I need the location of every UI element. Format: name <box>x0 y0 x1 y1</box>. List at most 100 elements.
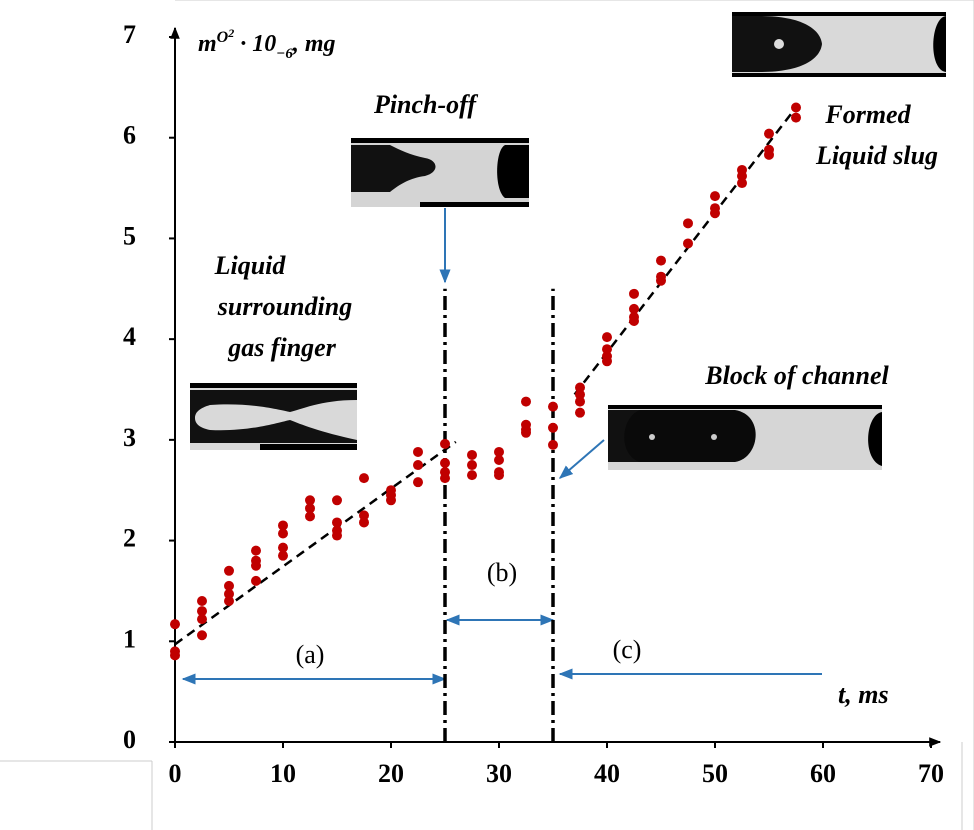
x-tick-label: 10 <box>270 759 296 788</box>
data-point <box>251 545 261 556</box>
data-point <box>359 473 369 484</box>
data-point <box>224 588 234 599</box>
annotation: (b) <box>487 558 517 587</box>
y-tick-label: 3 <box>123 423 136 452</box>
data-point <box>197 606 207 617</box>
data-point <box>467 449 477 460</box>
data-point <box>224 596 234 606</box>
y-axis-label: mO2 · 10−6, mg <box>198 26 336 63</box>
y-axis-label-part: · 10 <box>234 31 276 57</box>
data-point <box>683 218 693 229</box>
inset-image <box>351 138 529 207</box>
data-point <box>737 178 747 189</box>
data-point <box>602 332 612 343</box>
data-point <box>629 288 639 299</box>
y-axis-label-part: 2 <box>227 26 234 40</box>
y-tick-label: 4 <box>123 322 136 351</box>
y-axis-label-part: , mg <box>292 31 336 57</box>
x-axis-label: t, ms <box>838 680 889 709</box>
annotation: Formed <box>824 100 911 129</box>
data-point <box>278 542 288 553</box>
data-point <box>710 191 720 202</box>
y-tick-label: 7 <box>123 20 136 49</box>
y-tick-label: 6 <box>123 121 136 150</box>
annotation: Pinch-off <box>373 90 478 119</box>
data-point <box>575 396 585 407</box>
data-point <box>332 530 342 541</box>
data-point <box>602 344 612 355</box>
data-point <box>710 208 720 219</box>
data-point <box>278 550 288 561</box>
annotation-arrow <box>181 208 822 685</box>
data-point <box>440 458 450 469</box>
data-point <box>332 517 342 528</box>
data-point <box>278 528 288 539</box>
data-point <box>197 630 207 641</box>
annotation: (a) <box>296 640 325 669</box>
data-point <box>440 473 450 484</box>
x-tick-label: 0 <box>169 759 182 788</box>
data-point <box>548 401 558 412</box>
x-tick-label: 70 <box>918 759 944 788</box>
data-point <box>170 650 180 661</box>
y-axis-label-part: −6 <box>276 46 293 62</box>
data-point <box>305 511 315 522</box>
inset-image <box>190 383 357 450</box>
data-point <box>656 255 666 266</box>
annotation: Block of channel <box>704 361 889 390</box>
data-point <box>494 455 504 465</box>
data-point <box>197 596 207 606</box>
data-point <box>602 356 612 367</box>
data-point <box>683 238 693 249</box>
y-tick-label: 2 <box>123 524 136 553</box>
annotation: (c) <box>613 635 642 664</box>
inset-image <box>732 12 946 77</box>
data-point <box>359 517 369 528</box>
data-point <box>575 389 585 400</box>
data-point <box>521 396 531 407</box>
data-point <box>251 560 261 571</box>
data-point <box>413 477 423 488</box>
data-point <box>359 510 369 521</box>
y-tick-label: 1 <box>123 624 136 653</box>
data-point <box>224 565 234 576</box>
data-point <box>413 460 423 471</box>
data-point <box>224 580 234 591</box>
x-tick-label: 30 <box>486 759 512 788</box>
inset-image <box>608 405 882 470</box>
y-tick-label: 0 <box>123 725 136 754</box>
data-point <box>467 470 477 481</box>
data-point <box>737 170 747 181</box>
x-tick-label: 50 <box>702 759 728 788</box>
data-point <box>305 495 315 506</box>
data-point <box>629 303 639 314</box>
x-tick-label: 40 <box>594 759 620 788</box>
data-point <box>548 439 558 450</box>
data-point <box>305 503 315 514</box>
data-point <box>629 316 639 327</box>
y-axis-label-part: m <box>198 31 217 57</box>
data-point <box>197 614 207 625</box>
data-point <box>494 470 504 481</box>
annotation: surrounding <box>217 292 352 321</box>
fit-line <box>174 440 457 646</box>
data-point <box>791 102 801 113</box>
data-point <box>575 407 585 418</box>
x-tick-label: 20 <box>378 759 404 788</box>
y-axis-label-part: O <box>217 29 229 46</box>
fit-line <box>573 106 797 396</box>
data-point <box>467 460 477 471</box>
data-point <box>332 495 342 506</box>
data-point <box>656 275 666 286</box>
data-point <box>278 520 288 531</box>
annotation: Liquid slug <box>815 141 938 170</box>
data-point <box>521 427 531 438</box>
data-point <box>764 149 774 160</box>
x-tick-label: 60 <box>810 759 836 788</box>
data-point <box>440 438 450 449</box>
annotation: gas finger <box>227 333 337 362</box>
data-point <box>170 619 180 630</box>
data-point <box>386 495 396 506</box>
